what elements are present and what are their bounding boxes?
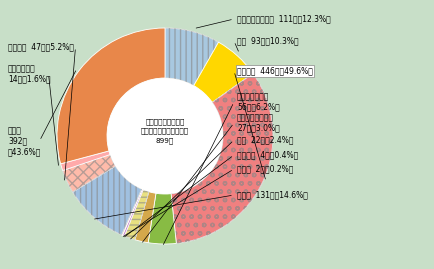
Wedge shape bbox=[148, 193, 176, 244]
Text: 熟睡  93人（10.3%）: 熟睡 93人（10.3%） bbox=[237, 37, 299, 45]
Text: 着衣着火  47人（5.2%）: 着衣着火 47人（5.2%） bbox=[8, 43, 74, 51]
Wedge shape bbox=[61, 151, 110, 171]
Text: 病気・身体不自由  111人（12.3%）: 病気・身体不自由 111人（12.3%） bbox=[237, 15, 331, 23]
Wedge shape bbox=[125, 190, 149, 240]
Wedge shape bbox=[122, 189, 143, 236]
Text: 出火後再進入
14人（1.6%）: 出火後再進入 14人（1.6%） bbox=[8, 64, 51, 84]
Wedge shape bbox=[135, 192, 156, 243]
Wedge shape bbox=[122, 189, 142, 235]
Wedge shape bbox=[57, 28, 165, 164]
Wedge shape bbox=[194, 42, 253, 102]
Text: 狼狽して  4人（0.4%）: 狼狽して 4人（0.4%） bbox=[237, 150, 298, 160]
Text: その他
392人
（43.6%）: その他 392人 （43.6%） bbox=[8, 126, 41, 156]
Text: 消火しようとして
27人（3.0%）: 消火しようとして 27人（3.0%） bbox=[237, 113, 280, 133]
Text: 乳幼児  2人（0.2%）: 乳幼児 2人（0.2%） bbox=[237, 165, 293, 174]
Text: 逃げ遅れ  446人（49.6%）: 逃げ遅れ 446人（49.6%） bbox=[237, 66, 313, 76]
Text: 延焼拡大が早く
56人（6.2%）: 延焼拡大が早く 56人（6.2%） bbox=[237, 92, 280, 112]
Text: 泥酔  22人（2.4%）: 泥酔 22人（2.4%） bbox=[237, 136, 293, 144]
Wedge shape bbox=[165, 28, 219, 86]
Circle shape bbox=[107, 78, 223, 194]
Text: その他  131人（14.6%）: その他 131人（14.6%） bbox=[237, 190, 308, 200]
Wedge shape bbox=[72, 166, 141, 235]
Text: 住宅火災による死者
（放火自殺者等を除く）
899人: 住宅火災による死者 （放火自殺者等を除く） 899人 bbox=[141, 118, 189, 144]
Wedge shape bbox=[171, 73, 273, 243]
Wedge shape bbox=[62, 155, 115, 192]
